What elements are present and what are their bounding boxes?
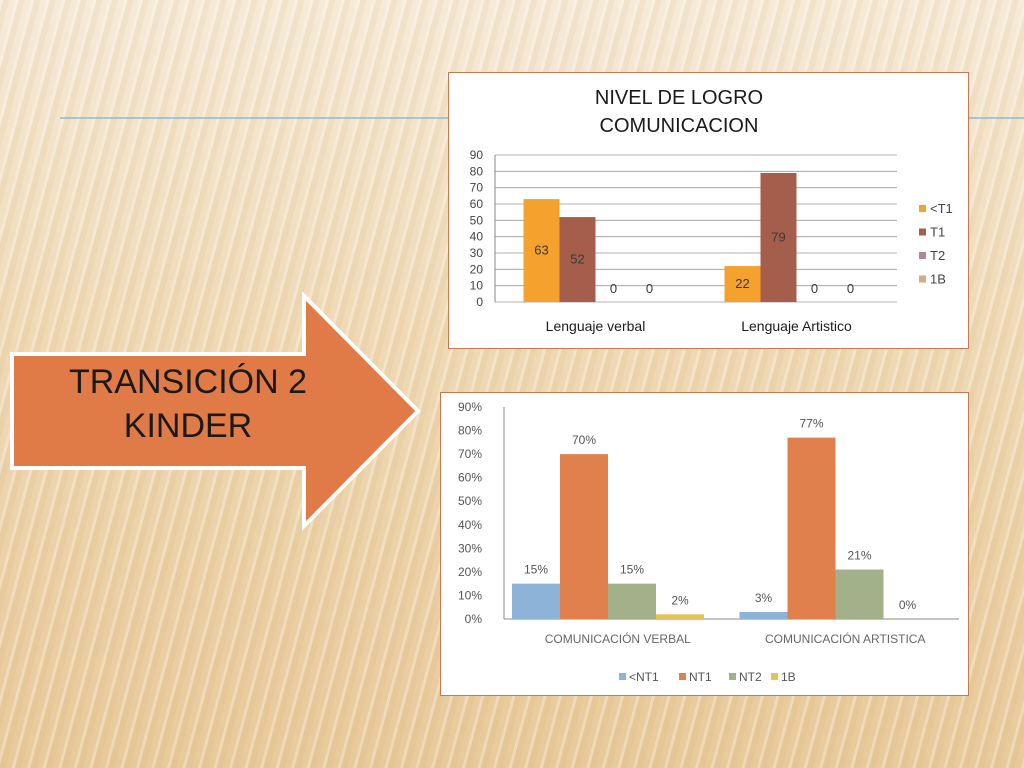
chart1-x-label: Lenguaje Artistico <box>741 318 852 334</box>
chart1-data-label: 0 <box>847 281 854 296</box>
chart2-x-label: COMUNICACIÓN VERBAL <box>545 631 691 646</box>
chart1-data-label: 0 <box>610 281 617 296</box>
arrow-label-line2: KINDER <box>123 407 253 445</box>
chart2-y-tick: 80% <box>458 424 482 438</box>
chart1-y-tick: 90 <box>470 148 484 162</box>
chart1-legend-swatch <box>919 228 926 236</box>
chart2-y-tick: 30% <box>458 541 482 555</box>
chart1-y-tick: 60 <box>470 197 484 211</box>
chart2-y-tick: 10% <box>458 588 482 602</box>
chart1-data-label: 79 <box>771 229 785 244</box>
chart1-svg: NIVEL DE LOGRO COMUNICACION 0 10 20 30 40 50 60 7… <box>470 87 953 334</box>
chart1-data-label: 52 <box>570 252 584 267</box>
transition-arrow: TRANSICIÓN 2 KINDER <box>8 290 424 532</box>
chart2-legend-swatch <box>771 673 778 680</box>
chart2-bar <box>739 611 788 619</box>
chart1-data-label: 22 <box>735 276 749 291</box>
chart2-legend-label: <NT1 <box>629 670 659 684</box>
chart1-title-line: NIVEL DE LOGRO <box>595 87 763 109</box>
chart1-y-tick: 70 <box>470 181 484 195</box>
chart2-y-tick: 60% <box>458 471 482 485</box>
chart2-legend-label: 1B <box>781 670 796 684</box>
chart1-bar <box>760 172 797 302</box>
chart2-data-label: 15% <box>524 563 548 577</box>
chart1-y-tick: 10 <box>470 279 484 293</box>
chart1-legend-label: <T1 <box>930 201 953 216</box>
chart2-legend-label: NT1 <box>689 670 712 684</box>
chart-nivel-logro: NIVEL DE LOGRO COMUNICACION 0 10 20 30 40 50 60 7… <box>448 72 969 349</box>
chart2-legend-swatch <box>679 673 686 680</box>
chart2-bar <box>608 583 656 619</box>
chart1-bar <box>523 199 560 302</box>
chart1-y-tick: 30 <box>470 246 484 260</box>
chart2-x-label: COMUNICACIÓN ARTISTICA <box>765 631 925 646</box>
chart2-bar <box>835 569 884 619</box>
chart1-bar <box>724 266 761 302</box>
chart2-y-tick: 50% <box>458 494 482 508</box>
arrow-label: TRANSICIÓN 2 KINDER <box>38 360 338 448</box>
chart1-legend-swatch <box>919 205 926 212</box>
chart1-title-line: COMUNICACION <box>600 115 759 137</box>
chart1-data-label: 63 <box>534 243 548 258</box>
chart1-y-tick: 80 <box>470 164 484 178</box>
chart1-y-tick: 0 <box>476 295 483 309</box>
chart2-legend-swatch <box>729 673 736 680</box>
chart2-data-label: 70% <box>572 433 596 447</box>
chart1-legend-label: T1 <box>930 225 945 240</box>
chart1-legend-swatch <box>919 275 926 283</box>
chart2-data-label: 2% <box>671 593 689 607</box>
chart1-legend-swatch <box>919 252 926 259</box>
arrow-shape <box>10 291 421 531</box>
chart2-data-label: 77% <box>799 417 823 431</box>
chart2-y-tick: 90% <box>458 400 482 414</box>
chart2-bar <box>560 454 608 619</box>
chart1-legend-label: 1B <box>930 272 946 287</box>
chart2-bar <box>787 437 836 619</box>
chart-comunicacion-porcentajes: 0% 10% 20% 30% 40% 50% 60% 70% 80% 90% 15% 70% 15% 2%… <box>440 392 969 696</box>
chart2-y-tick: 20% <box>458 565 482 579</box>
chart2-legend-label: NT2 <box>739 670 762 684</box>
chart1-legend-label: T2 <box>930 248 945 263</box>
chart2-data-label: 0% <box>899 598 917 612</box>
chart1-data-label: 0 <box>811 281 818 296</box>
chart2-svg: 0% 10% 20% 30% 40% 50% 60% 70% 80% 90% 15% 70% 15% 2%… <box>458 400 959 684</box>
chart2-y-tick: 0% <box>465 612 483 626</box>
chart2-data-label: 3% <box>755 591 773 605</box>
chart2-data-label: 15% <box>620 563 644 577</box>
chart1-bar <box>559 217 596 302</box>
chart2-data-label: 21% <box>847 549 871 563</box>
chart1-y-tick: 40 <box>470 230 484 244</box>
arrow-label-line1: TRANSICIÓN 2 <box>68 363 308 401</box>
chart1-x-label: Lenguaje verbal <box>546 318 646 334</box>
chart2-bar <box>512 583 560 619</box>
chart2-bar <box>656 614 704 619</box>
chart2-legend-swatch <box>619 673 626 680</box>
chart2-y-tick: 70% <box>458 447 482 461</box>
chart1-data-label: 0 <box>646 281 653 296</box>
chart2-y-tick: 40% <box>458 518 482 532</box>
chart1-y-tick: 20 <box>470 262 484 276</box>
chart1-y-tick: 50 <box>470 213 484 227</box>
